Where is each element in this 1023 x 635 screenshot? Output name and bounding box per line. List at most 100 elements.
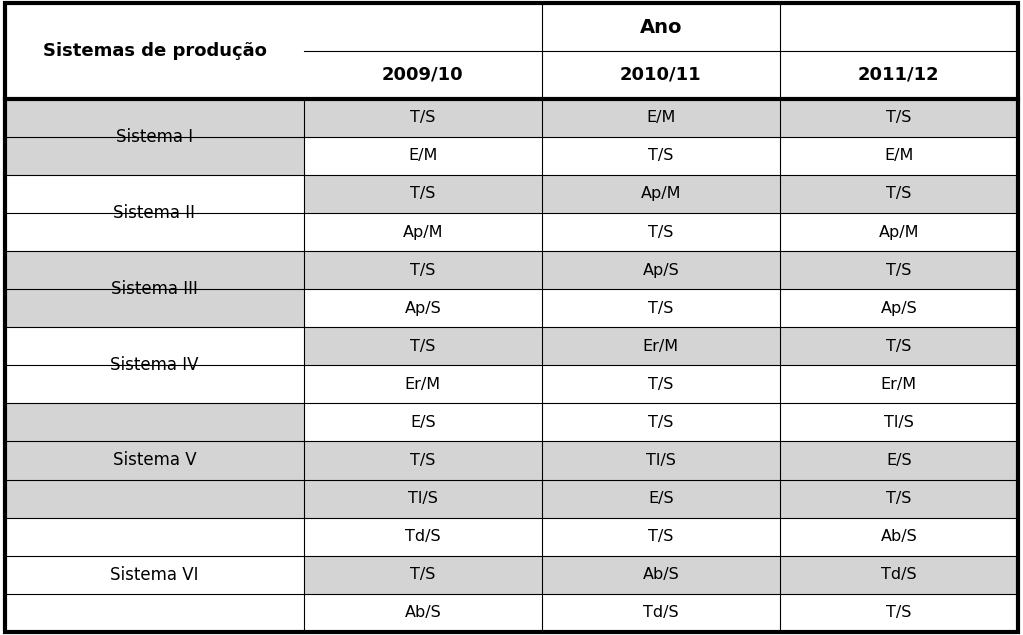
Bar <box>780 441 1018 479</box>
Bar <box>542 98 780 137</box>
Bar <box>5 3 1018 51</box>
Text: T/S: T/S <box>886 491 911 506</box>
Text: T/S: T/S <box>410 453 436 468</box>
Text: Sistema II: Sistema II <box>114 204 195 222</box>
Bar <box>780 365 1018 403</box>
Bar <box>780 213 1018 251</box>
Text: Ap/S: Ap/S <box>881 300 918 316</box>
Text: Td/S: Td/S <box>643 605 678 620</box>
Text: Sistemas de produção: Sistemas de produção <box>43 42 266 60</box>
Text: T/S: T/S <box>649 415 673 430</box>
Text: Sistema III: Sistema III <box>112 280 197 298</box>
Text: Ap/M: Ap/M <box>403 225 443 239</box>
Bar <box>5 251 304 327</box>
Text: 2009/10: 2009/10 <box>382 66 463 84</box>
Text: Tl/S: Tl/S <box>646 453 676 468</box>
Bar <box>304 479 542 518</box>
Text: E/S: E/S <box>886 453 911 468</box>
Bar <box>304 403 542 441</box>
Bar <box>5 51 1018 98</box>
Text: Er/M: Er/M <box>642 338 679 354</box>
Text: E/S: E/S <box>410 415 436 430</box>
Bar <box>542 137 780 175</box>
Text: E/M: E/M <box>884 149 914 163</box>
Bar <box>542 175 780 213</box>
Bar <box>304 441 542 479</box>
Text: Tl/S: Tl/S <box>884 415 914 430</box>
Text: Ab/S: Ab/S <box>881 529 918 544</box>
Text: Ap/M: Ap/M <box>640 187 681 201</box>
Text: 2011/12: 2011/12 <box>858 66 940 84</box>
Text: T/S: T/S <box>886 338 911 354</box>
Bar <box>542 365 780 403</box>
Text: Ap/M: Ap/M <box>879 225 919 239</box>
Bar <box>304 518 542 556</box>
Text: Ap/S: Ap/S <box>404 300 441 316</box>
Bar <box>5 403 304 518</box>
Text: T/S: T/S <box>410 338 436 354</box>
Bar <box>304 327 542 365</box>
Bar <box>780 98 1018 137</box>
Text: T/S: T/S <box>886 110 911 125</box>
Bar <box>542 251 780 289</box>
Bar <box>542 556 780 594</box>
Bar <box>304 137 542 175</box>
Text: T/S: T/S <box>886 263 911 277</box>
Text: Ano: Ano <box>639 18 682 37</box>
Text: Er/M: Er/M <box>405 377 441 392</box>
Bar <box>780 556 1018 594</box>
Bar <box>542 441 780 479</box>
Text: T/S: T/S <box>410 110 436 125</box>
Text: T/S: T/S <box>649 225 673 239</box>
Bar <box>304 213 542 251</box>
Bar <box>5 175 304 251</box>
Bar <box>304 365 542 403</box>
Bar <box>304 556 542 594</box>
Text: Sistema I: Sistema I <box>116 128 193 146</box>
Text: T/S: T/S <box>410 567 436 582</box>
Bar <box>542 289 780 327</box>
Bar <box>780 289 1018 327</box>
Bar <box>542 594 780 632</box>
Text: Sistema V: Sistema V <box>113 451 196 469</box>
Bar <box>5 98 304 175</box>
Bar <box>542 479 780 518</box>
Bar <box>542 518 780 556</box>
Bar <box>304 594 542 632</box>
Text: Sistema IV: Sistema IV <box>110 356 198 374</box>
Text: T/S: T/S <box>649 300 673 316</box>
Bar <box>780 175 1018 213</box>
Bar <box>304 98 542 137</box>
Bar <box>304 175 542 213</box>
Bar <box>542 213 780 251</box>
Text: T/S: T/S <box>649 529 673 544</box>
Text: T/S: T/S <box>886 187 911 201</box>
Text: Ab/S: Ab/S <box>404 605 441 620</box>
Text: Tl/S: Tl/S <box>408 491 438 506</box>
Text: Td/S: Td/S <box>405 529 441 544</box>
Text: T/S: T/S <box>410 187 436 201</box>
Text: Td/S: Td/S <box>881 567 917 582</box>
Text: Sistema VI: Sistema VI <box>110 566 198 584</box>
Text: T/S: T/S <box>649 149 673 163</box>
Text: T/S: T/S <box>886 605 911 620</box>
Text: T/S: T/S <box>410 263 436 277</box>
Bar <box>780 479 1018 518</box>
Text: E/M: E/M <box>408 149 438 163</box>
Bar <box>780 137 1018 175</box>
Bar <box>542 403 780 441</box>
Text: E/S: E/S <box>649 491 674 506</box>
Bar <box>5 518 304 632</box>
Bar <box>780 594 1018 632</box>
Text: Ap/S: Ap/S <box>642 263 679 277</box>
Bar <box>5 327 304 403</box>
Bar <box>304 251 542 289</box>
Bar <box>304 289 542 327</box>
Text: T/S: T/S <box>649 377 673 392</box>
Text: 2010/11: 2010/11 <box>620 66 702 84</box>
Text: E/M: E/M <box>647 110 675 125</box>
Text: Er/M: Er/M <box>881 377 917 392</box>
Bar <box>780 327 1018 365</box>
Bar <box>780 251 1018 289</box>
Bar <box>780 518 1018 556</box>
